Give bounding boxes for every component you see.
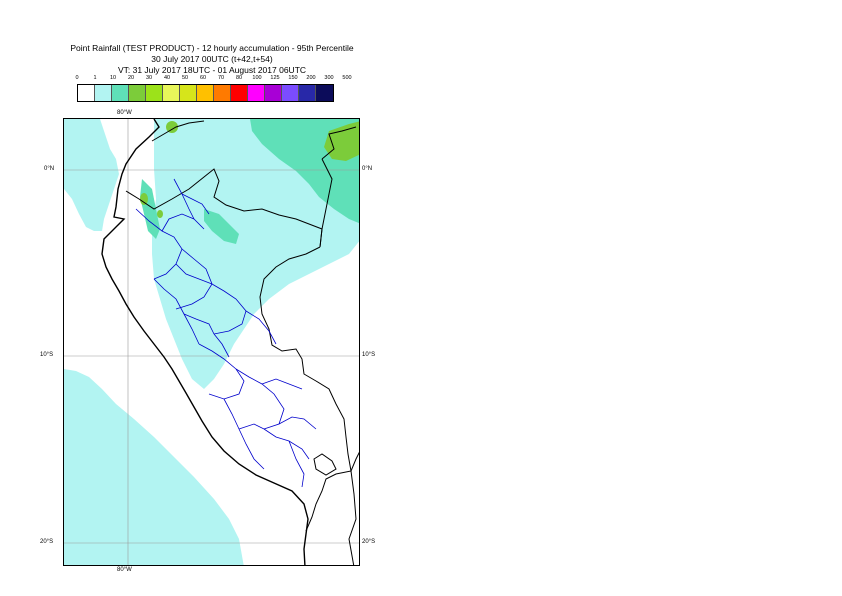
lat-label-right-10s: 10°S bbox=[362, 352, 376, 358]
lat-label-left-0: 0°N bbox=[44, 166, 55, 172]
country-border-ecuador-colombia bbox=[151, 120, 205, 142]
legend-swatch-10 bbox=[248, 85, 265, 101]
legend-swatch-12 bbox=[282, 85, 299, 101]
legend-swatch-2 bbox=[112, 85, 129, 101]
map-panel bbox=[63, 118, 360, 566]
valid-time-label: VT: 31 July 2017 18UTC - 01 August 2017 … bbox=[117, 65, 307, 75]
legend-threshold-14: 300 bbox=[324, 75, 334, 81]
legend-swatch-14 bbox=[316, 85, 333, 101]
legend-swatch-5 bbox=[163, 85, 180, 101]
admin-borders bbox=[135, 178, 317, 488]
rain-area-heavy-andes bbox=[140, 193, 148, 205]
legend-threshold-10: 100 bbox=[252, 75, 262, 81]
legend-swatch-7 bbox=[197, 85, 214, 101]
rain-area-heavy-northeast bbox=[324, 121, 359, 161]
legend-threshold-13: 200 bbox=[306, 75, 316, 81]
rainfall-map-svg bbox=[64, 119, 359, 565]
legend-threshold-2: 10 bbox=[109, 75, 117, 81]
legend-threshold-8: 70 bbox=[217, 75, 225, 81]
legend-threshold-0: 0 bbox=[75, 75, 79, 81]
legend-swatch-8 bbox=[214, 85, 231, 101]
lat-label-right-20s: 20°S bbox=[362, 539, 376, 545]
rain-area-heavy-andes-2 bbox=[157, 210, 163, 218]
legend-swatch-11 bbox=[265, 85, 282, 101]
rain-area-heavy-north bbox=[166, 121, 178, 133]
country-border-brazil-colombia bbox=[321, 126, 357, 160]
legend-threshold-7: 60 bbox=[199, 75, 207, 81]
legend-threshold-15: 500 bbox=[342, 75, 352, 81]
legend-threshold-3: 20 bbox=[127, 75, 135, 81]
legend-threshold-1: 1 bbox=[93, 75, 97, 81]
country-border-peru-east bbox=[259, 246, 352, 532]
legend-threshold-12: 150 bbox=[288, 75, 298, 81]
legend-swatch-9 bbox=[231, 85, 248, 101]
legend-swatch-3 bbox=[129, 85, 146, 101]
legend-threshold-9: 80 bbox=[235, 75, 243, 81]
legend-swatch-1 bbox=[95, 85, 112, 101]
legend-threshold-11: 125 bbox=[270, 75, 280, 81]
legend-threshold-4: 30 bbox=[145, 75, 153, 81]
legend-swatch-4 bbox=[146, 85, 163, 101]
lon-label-top: 80°W bbox=[117, 110, 132, 116]
legend-threshold-5: 40 bbox=[163, 75, 171, 81]
rain-area-ocean-south bbox=[64, 369, 244, 565]
lat-label-right-0: 0°N bbox=[362, 166, 373, 172]
rain-area-moderate-central bbox=[204, 209, 239, 244]
lon-label-bottom: 80°W bbox=[117, 567, 132, 573]
rain-area-ocean-band bbox=[119, 464, 199, 565]
country-border-peru-north bbox=[125, 168, 323, 248]
country-border-bolivia bbox=[348, 451, 359, 565]
coastline bbox=[101, 119, 309, 565]
lat-label-left-20s: 20°S bbox=[40, 539, 54, 545]
legend-swatch-6 bbox=[180, 85, 197, 101]
legend-swatch-13 bbox=[299, 85, 316, 101]
lat-label-left-10s: 10°S bbox=[40, 352, 54, 358]
legend-swatch-0 bbox=[78, 85, 95, 101]
rain-area-amazon bbox=[152, 119, 359, 389]
color-legend-bar bbox=[77, 84, 334, 102]
lake-titicaca bbox=[313, 453, 337, 476]
map-title: Point Rainfall (TEST PRODUCT) - 12 hourl… bbox=[70, 43, 354, 53]
country-border-brazil-east bbox=[319, 158, 333, 248]
legend-threshold-6: 50 bbox=[181, 75, 189, 81]
legend-threshold-labels: 0 1 10 20 30 40 50 60 70 80 100 125 150 200 300 500 bbox=[68, 75, 358, 84]
base-time-label: 30 July 2017 00UTC (t+42,t+54) bbox=[151, 54, 273, 64]
rain-area-ocean-north bbox=[64, 119, 119, 231]
